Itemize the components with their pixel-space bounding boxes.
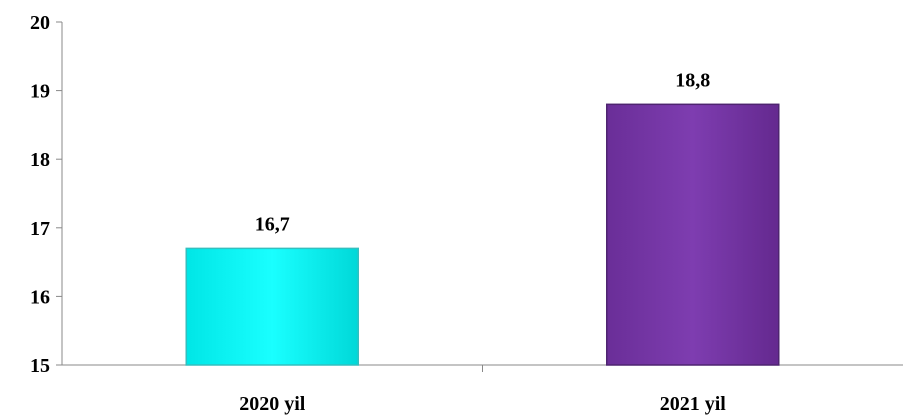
bar-value-label: 16,7 [255, 213, 290, 235]
y-tick-label: 19 [30, 81, 50, 103]
y-tick-label: 18 [30, 149, 50, 171]
y-axis: 15 16 17 18 19 20 [30, 12, 63, 377]
x-axis: 2020 yil 2021 yil [62, 364, 903, 415]
x-category-label: 2021 yil [660, 393, 727, 415]
x-category-label: 2020 yil [239, 393, 306, 415]
bar-0 [185, 247, 359, 366]
bar-value-label: 18,8 [675, 69, 710, 91]
bar-1 [606, 103, 780, 366]
y-tick-label: 20 [30, 12, 50, 34]
bars [185, 103, 780, 366]
y-tick-label: 15 [30, 355, 50, 377]
data-labels: 16,7 18,8 [255, 69, 711, 235]
y-tick-label: 16 [30, 286, 50, 308]
y-tick-label: 17 [30, 218, 50, 240]
